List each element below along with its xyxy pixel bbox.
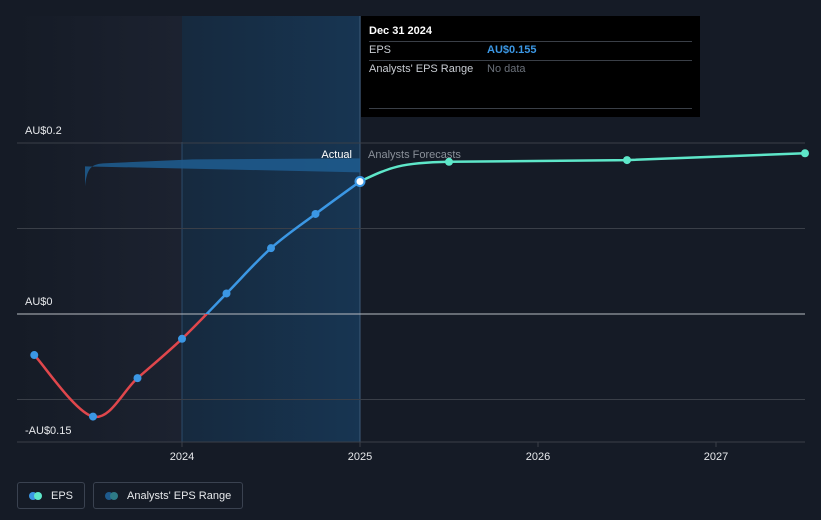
legend-eps-dot-2 [34, 491, 42, 500]
legend-range-swatch-icon [105, 491, 119, 500]
eps-point-4 [222, 289, 231, 298]
legend-range-label: Analysts' EPS Range [127, 489, 232, 502]
eps-point-5 [267, 244, 275, 253]
forecast-point-0 [445, 157, 453, 166]
legend-eps-dot-1 [29, 491, 37, 500]
legend-range-dot-1 [105, 491, 114, 500]
eps-point-2 [133, 374, 142, 383]
chart-legend: EPS Analysts' EPS Range [17, 482, 244, 509]
x-tick-label-3: 2027 [704, 451, 728, 463]
tooltip-row-range: Analysts' EPS Range No data [369, 60, 692, 79]
forecast-point-1 [623, 156, 631, 165]
tooltip-range-value: No data [487, 63, 526, 75]
tooltip-eps-key: EPS [369, 44, 392, 56]
forecast-point-2 [801, 149, 809, 158]
eps-range-band [85, 158, 360, 187]
legend-item-eps-range[interactable]: Analysts' EPS Range [93, 482, 244, 509]
legend-eps-label: EPS [51, 489, 74, 502]
eps-point-0 [30, 351, 39, 360]
x-tick-label-2: 2026 [526, 451, 550, 463]
tooltip-date: Dec 31 2024 [369, 25, 432, 37]
y-tick-label-2: -AU$0.15 [25, 425, 71, 437]
eps-point-1 [89, 412, 97, 421]
region-label-forecast: Analysts Forecasts [368, 149, 461, 161]
eps-point-3 [178, 334, 186, 343]
y-tick-label-0: AU$0.2 [25, 125, 62, 137]
eps-point-6 [311, 209, 320, 218]
y-tick-label-1: AU$0 [25, 296, 53, 308]
region-label-actual: Actual [321, 149, 352, 161]
eps-actual-line-positive [204, 180, 361, 314]
x-tick-label-0: 2024 [170, 451, 194, 463]
eps-tooltip: Dec 31 2024 EPS AU$0.155 Analysts' EPS R… [361, 16, 700, 117]
tooltip-eps-value: AU$0.155 [487, 44, 537, 56]
tooltip-row-eps: EPS AU$0.155 [369, 41, 692, 60]
eps-point-7 [354, 175, 366, 187]
tooltip-range-key: Analysts' EPS Range [369, 63, 474, 75]
legend-range-dot-2 [110, 491, 119, 500]
legend-eps-swatch-icon [29, 491, 43, 500]
x-tick-label-1: 2025 [348, 451, 372, 463]
legend-item-eps[interactable]: EPS [17, 482, 86, 509]
tooltip-divider [369, 108, 692, 109]
